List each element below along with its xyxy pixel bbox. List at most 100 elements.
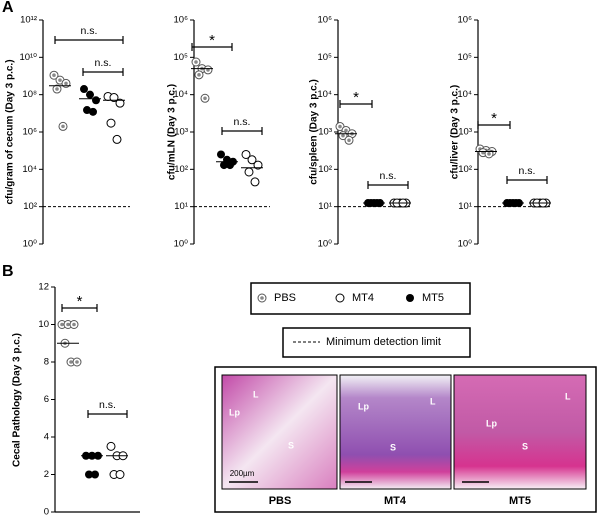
bracket [367, 181, 409, 189]
marker [250, 177, 260, 187]
data-point [58, 121, 68, 131]
y-tick-label: 10² [318, 164, 332, 175]
bracket [477, 121, 511, 129]
image-frame [214, 366, 597, 513]
y-tick-label: 10⁶ [458, 15, 473, 26]
significance-label: * [353, 89, 359, 106]
data-point [80, 85, 88, 94]
y-tick-label: 10¹ [458, 201, 472, 212]
significance-label: n.s. [380, 170, 397, 182]
data-point [344, 135, 354, 145]
marker-dot [64, 81, 68, 86]
y-tick-label: 10⁸ [22, 89, 37, 100]
y-tick-label: 10⁴ [457, 89, 472, 100]
marker-dot [487, 152, 491, 156]
marker [89, 107, 97, 116]
bracket [82, 68, 124, 76]
marker-dot [194, 60, 198, 64]
y-tick-label: 10 [38, 319, 49, 330]
y-tick-label: 10³ [174, 127, 188, 138]
marker [241, 149, 251, 159]
y-axis-title: cfu/spleen (Day 3 p.c.) [309, 79, 320, 185]
data-point [85, 470, 93, 479]
data-point [106, 118, 116, 128]
marker-dot [203, 96, 207, 101]
y-tick-label: 12 [38, 282, 49, 293]
y-tick-label: 8 [44, 357, 49, 368]
tissue-label: L [253, 389, 259, 399]
panel-label: B [2, 263, 14, 280]
marker-dot [197, 73, 201, 77]
y-tick-label: 10⁰ [23, 239, 38, 250]
y-axis-title: cfu/liver (Day 3 p.c.) [450, 85, 461, 179]
marker-dot [341, 133, 345, 138]
significance-label: n.s. [95, 57, 112, 69]
marker [220, 161, 228, 170]
bracket [61, 304, 98, 312]
y-tick-label: 10⁰ [318, 239, 333, 250]
data-point [112, 134, 122, 144]
data-point [91, 470, 99, 479]
scale-label: 200µm [230, 469, 255, 478]
data-point [69, 320, 79, 329]
marker [83, 106, 91, 115]
marker-dot [58, 78, 62, 82]
legend-marker [335, 293, 345, 303]
marker [80, 85, 88, 94]
tissue-label: Lp [486, 418, 497, 428]
y-tick-label: 10⁰ [458, 239, 473, 250]
significance-label: n.s. [519, 165, 536, 177]
data-point [191, 57, 201, 67]
y-tick-label: 10⁶ [23, 127, 38, 138]
legend-label: MT4 [352, 292, 374, 304]
marker [106, 441, 116, 451]
data-point [250, 177, 260, 187]
histology-image [339, 374, 452, 490]
bracket [87, 410, 128, 418]
y-tick-label: 10⁶ [318, 15, 333, 26]
marker-dot [69, 360, 73, 364]
marker [86, 90, 94, 99]
y-tick-label: 10⁵ [173, 52, 188, 63]
y-tick-label: 10³ [318, 127, 332, 138]
significance-label: * [491, 110, 497, 127]
data-point [253, 160, 263, 170]
marker [253, 160, 263, 170]
image-caption: MT5 [509, 495, 531, 507]
bracket [339, 100, 373, 108]
y-tick-label: 10² [458, 164, 472, 175]
y-tick-label: 2 [44, 469, 49, 480]
data-point [106, 441, 116, 451]
marker-dot [260, 296, 264, 300]
legend-label: Minimum detection limit [326, 336, 441, 348]
marker-dot [338, 124, 342, 129]
significance-label: * [209, 32, 215, 49]
marker [247, 155, 257, 165]
data-point [52, 84, 62, 94]
y-tick-label: 10³ [458, 127, 472, 138]
data-point [203, 65, 213, 75]
marker [85, 470, 93, 479]
y-tick-label: 10² [174, 164, 188, 175]
marker [217, 150, 225, 159]
tissue-label: L [430, 396, 436, 406]
y-tick-label: 10¹⁰ [19, 52, 37, 63]
y-tick-label: 6 [44, 394, 49, 405]
bracket [191, 43, 233, 51]
marker [226, 161, 234, 170]
legend-marker [406, 294, 414, 302]
histology-image [453, 374, 587, 490]
marker [112, 134, 122, 144]
data-point [109, 93, 119, 103]
y-tick-label: 10⁴ [317, 89, 332, 100]
legend-marker [257, 293, 267, 303]
tissue-label: L [565, 391, 571, 401]
data-point [244, 167, 254, 177]
significance-label: n.s. [81, 25, 98, 37]
y-axis-title: cfu/gram of cecum (Day 3 p.c.) [5, 59, 16, 204]
marker-dot [347, 138, 351, 143]
marker-dot [61, 124, 65, 129]
image-caption: PBS [269, 495, 292, 507]
y-axis-title: cfu/mLN (Day 3 p.c.) [167, 84, 178, 180]
